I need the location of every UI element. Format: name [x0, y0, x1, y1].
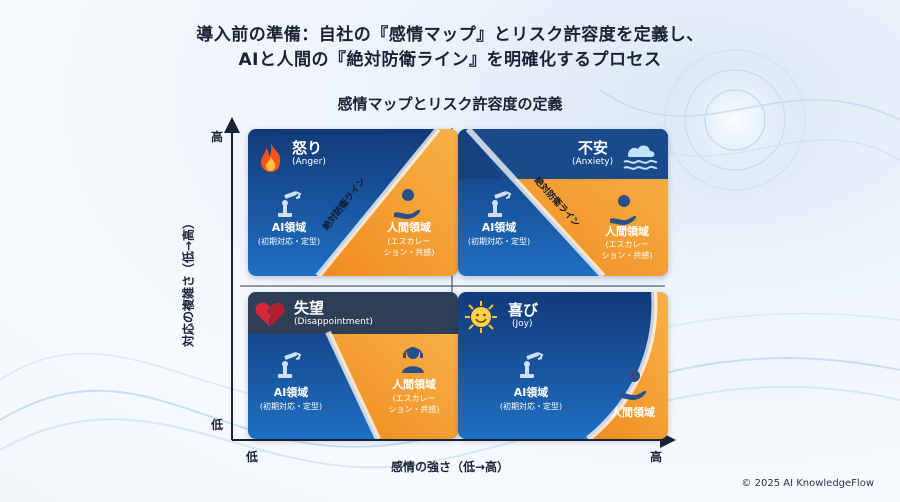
ai-zone-label: AI領域 — [513, 386, 549, 399]
x-axis-low: 低 — [246, 450, 259, 464]
copyright: © 2025 AI KnowledgeFlow — [741, 478, 874, 489]
robot-arm-icon — [484, 189, 514, 223]
human-zone-sub-2: ション・共感) — [601, 251, 653, 260]
y-axis-low: 低 — [211, 418, 224, 432]
quadrant-anxiety-title: 不安 — [578, 139, 609, 157]
robot-arm-icon — [274, 350, 304, 384]
quadrant-disappointment-title: 失望 — [294, 299, 325, 317]
quadrant-anger-title: 怒り — [292, 139, 323, 157]
human-zone-sub-1: (エスカレー — [605, 240, 649, 249]
human-zone-label: 人間領域 — [605, 225, 649, 238]
quadrant-joy-title: 喜び — [508, 301, 539, 319]
human-zone-sub-1: (エスカレー — [392, 394, 436, 403]
quadrant-joy: 喜び (Joy) AI領域 (初期対応・定型) 人間領域 — [458, 292, 668, 439]
quadrant-anger-sub: (Anger) — [292, 157, 326, 167]
ai-zone-sub: (初期対応・定型) — [259, 402, 323, 411]
ai-zone-sub: (初期対応・定型) — [467, 237, 531, 246]
y-axis-label: 対応の複雑さ（低→高） — [181, 216, 196, 348]
ai-zone-label: AI領域 — [273, 386, 309, 399]
quadrant-joy-sub: (Joy) — [512, 319, 533, 329]
ai-zone-label: AI領域 — [271, 221, 307, 234]
ai-zone-sub: (初期対応・定型) — [257, 237, 321, 246]
quadrant-anger: 怒り (Anger) AI領域 (初期対応・定型) 人間領域 (エスカレー ショ… — [248, 129, 458, 276]
wave-icon — [622, 141, 658, 175]
y-axis-high: 高 — [211, 130, 224, 144]
robot-arm-icon — [516, 350, 546, 384]
diagram-subtitle: 感情マップとリスク許容度の定義 — [337, 95, 563, 113]
page-title-line1: 導入前の準備：自社の『感情マップ』とリスク許容度を定義し、 — [196, 25, 704, 45]
quadrant-anxiety-sub: (Anxiety) — [572, 157, 614, 167]
hand-person-icon — [392, 187, 422, 225]
human-zone-label: 人間領域 — [387, 221, 431, 234]
human-zone-sub-1: (エスカレー — [387, 237, 431, 246]
broken-heart-icon — [254, 299, 286, 333]
x-axis-high: 高 — [650, 450, 663, 464]
human-zone-sub-2: ション・共感) — [383, 248, 435, 257]
human-zone-label: 人間領域 — [392, 378, 436, 391]
quadrant-anxiety: 不安 (Anxiety) AI領域 (初期対応・定型) 人間領域 (エスカレー … — [458, 129, 668, 276]
x-axis-label: 感情の強さ（低→高） — [390, 460, 510, 474]
robot-arm-icon — [274, 189, 304, 223]
human-zone-sub-2: ション・共感) — [388, 405, 440, 414]
ai-zone-label: AI領域 — [481, 221, 517, 234]
quadrant-disappointment-sub: (Disappointment) — [294, 317, 373, 327]
human-zone-label: 人間領域 — [611, 406, 655, 419]
ai-zone-sub: (初期対応・定型) — [499, 402, 563, 411]
headset-person-icon — [398, 342, 428, 378]
hand-person-icon — [618, 368, 648, 406]
hand-person-icon — [608, 193, 638, 231]
quadrant-disappointment: 失望 (Disappointment) AI領域 (初期対応・定型) 人間領域 … — [248, 292, 458, 439]
page-title-line2: AIと人間の『絶対防衛ライン』を明確化するプロセス — [238, 50, 662, 70]
fire-icon — [256, 141, 286, 177]
sun-icon — [464, 300, 498, 338]
